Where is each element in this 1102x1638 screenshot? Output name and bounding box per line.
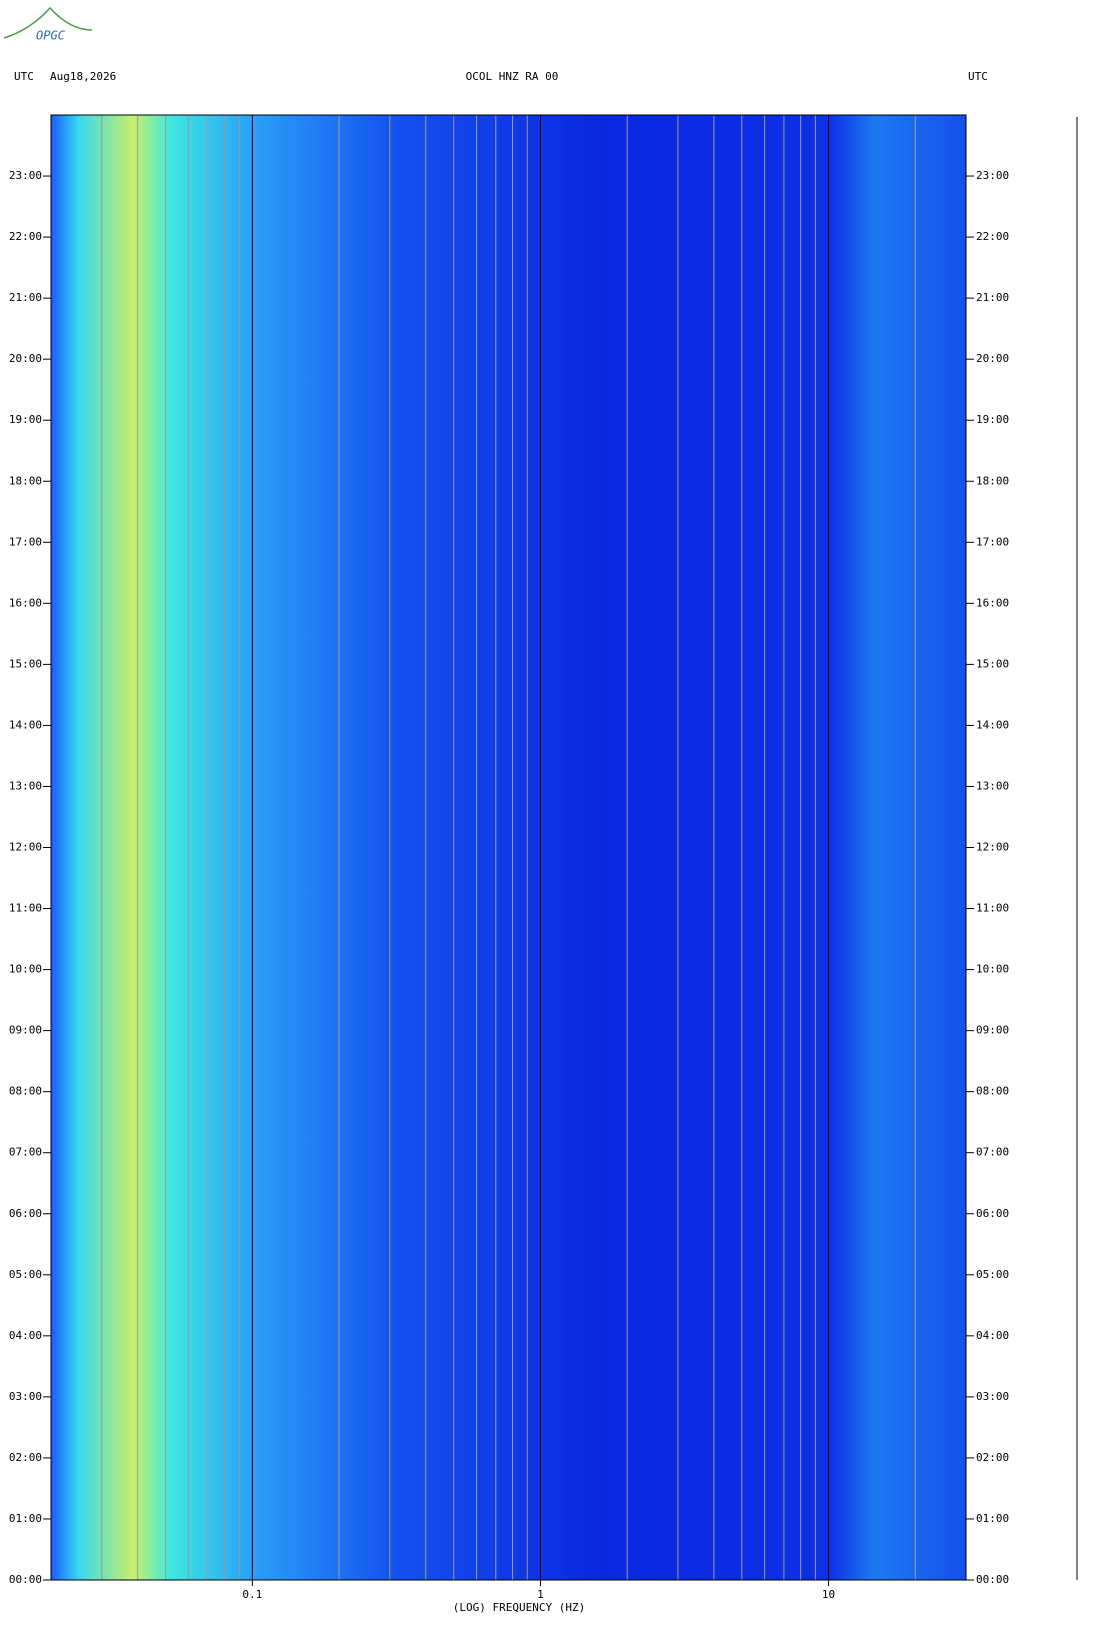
y-tick-label-left: 00:00 — [9, 1573, 42, 1586]
y-tick-label-right: 09:00 — [976, 1024, 1009, 1037]
x-tick-label: 10 — [822, 1588, 835, 1601]
date: Aug18,2026 — [50, 70, 116, 83]
timezone-left: UTC — [14, 70, 34, 83]
y-tick-label-left: 16:00 — [9, 596, 42, 609]
y-tick-label-right: 00:00 — [976, 1573, 1009, 1586]
chart-title: OCOL HNZ RA 00 — [466, 70, 559, 83]
y-tick-label-left: 04:00 — [9, 1329, 42, 1342]
logo-mark — [3, 6, 93, 39]
y-tick-label-right: 20:00 — [976, 352, 1009, 365]
y-tick-label-right: 19:00 — [976, 413, 1009, 426]
y-tick-label-right: 16:00 — [976, 596, 1009, 609]
y-tick-label-left: 11:00 — [9, 902, 42, 915]
y-tick-label-right: 05:00 — [976, 1268, 1009, 1281]
y-tick-label-left: 17:00 — [9, 535, 42, 548]
y-tick-label-left: 10:00 — [9, 963, 42, 976]
y-tick-label-right: 06:00 — [976, 1207, 1009, 1220]
y-tick-label-right: 21:00 — [976, 291, 1009, 304]
y-tick-label-right: 22:00 — [976, 230, 1009, 243]
y-tick-label-right: 17:00 — [976, 535, 1009, 548]
y-tick-label-left: 18:00 — [9, 474, 42, 487]
y-tick-label-right: 07:00 — [976, 1146, 1009, 1159]
plot — [50, 115, 967, 1580]
y-tick-label-right: 02:00 — [976, 1451, 1009, 1464]
x-axis-label: (LOG) FREQUENCY (HZ) — [453, 1601, 585, 1614]
y-tick-label-left: 13:00 — [9, 779, 42, 792]
y-tick-label-right: 13:00 — [976, 779, 1009, 792]
y-tick-label-left: 01:00 — [9, 1512, 42, 1525]
y-tick-label-right: 08:00 — [976, 1085, 1009, 1098]
y-tick-label-left: 19:00 — [9, 413, 42, 426]
y-tick-label-right: 23:00 — [976, 169, 1009, 182]
y-tick-label-left: 03:00 — [9, 1390, 42, 1403]
logo: OPGC — [36, 29, 66, 43]
y-tick-label-left: 22:00 — [9, 230, 42, 243]
y-tick-label-right: 18:00 — [976, 474, 1009, 487]
y-tick-label-right: 04:00 — [976, 1329, 1009, 1342]
y-tick-label-left: 12:00 — [9, 841, 42, 854]
y-tick-label-right: 14:00 — [976, 718, 1009, 731]
y-tick-label-left: 09:00 — [9, 1024, 42, 1037]
y-tick-label-left: 07:00 — [9, 1146, 42, 1159]
y-tick-label-left: 08:00 — [9, 1085, 42, 1098]
y-tick-label-right: 11:00 — [976, 902, 1009, 915]
y-tick-label-left: 14:00 — [9, 718, 42, 731]
x-tick-label: 1 — [537, 1588, 544, 1601]
y-tick-label-right: 10:00 — [976, 963, 1009, 976]
y-tick-label-right: 01:00 — [976, 1512, 1009, 1525]
x-tick-label: 0.1 — [242, 1588, 262, 1601]
y-tick-label-left: 20:00 — [9, 352, 42, 365]
plot-frame — [50, 114, 967, 1581]
y-tick-label-left: 15:00 — [9, 657, 42, 670]
y-tick-label-left: 06:00 — [9, 1207, 42, 1220]
y-tick-label-left: 21:00 — [9, 291, 42, 304]
y-tick-label-right: 15:00 — [976, 657, 1009, 670]
spectrogram-image — [51, 115, 966, 1580]
y-tick-label-right: 12:00 — [976, 841, 1009, 854]
timezone-right: UTC — [968, 70, 988, 83]
y-tick-label-left: 23:00 — [9, 169, 42, 182]
y-tick-label-right: 03:00 — [976, 1390, 1009, 1403]
y-tick-label-left: 02:00 — [9, 1451, 42, 1464]
y-tick-label-left: 05:00 — [9, 1268, 42, 1281]
